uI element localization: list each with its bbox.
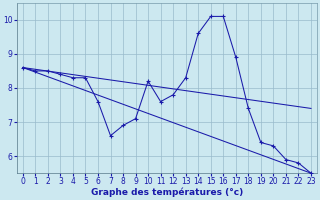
X-axis label: Graphe des températures (°c): Graphe des températures (°c)	[91, 188, 243, 197]
